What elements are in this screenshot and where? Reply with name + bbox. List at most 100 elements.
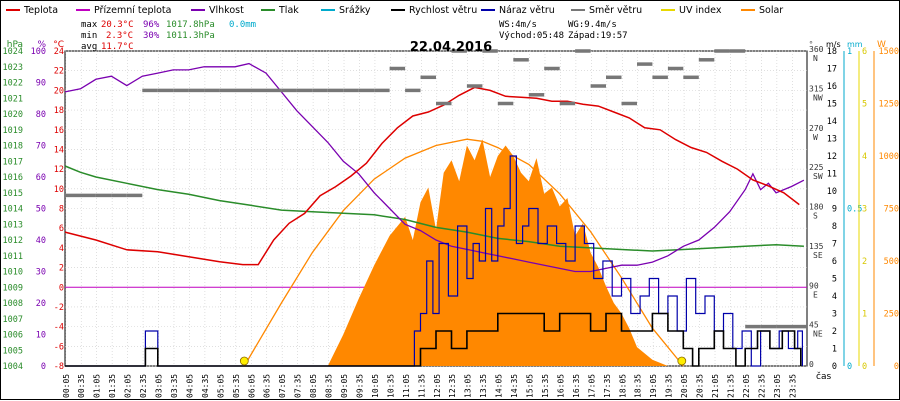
dir-axis-tick: 90 [809, 281, 819, 290]
stat-max-label: max [81, 20, 98, 30]
dir-axis-tick: 315 [809, 84, 824, 93]
solar-axis-tick: 250 [884, 310, 899, 320]
stat-max-temp: 20.3°C [101, 20, 134, 30]
wind-axis-tick: 14 [827, 117, 837, 127]
x-tick-label: 17:35 [603, 374, 612, 398]
hum-axis-tick: 100 [31, 47, 46, 57]
press-axis-tick: 1016 [3, 173, 23, 183]
stat-min-label: min [81, 31, 97, 41]
x-tick-label: 00:35 [77, 374, 86, 398]
x-tick-label: 08:35 [325, 374, 334, 398]
press-axis-tick: 1018 [3, 142, 23, 152]
x-tick-label: 18:35 [634, 374, 643, 398]
press-axis-tick: 1020 [3, 110, 23, 120]
wind-axis-tick: 4 [832, 292, 837, 302]
dir-axis-tick: 45 [809, 321, 819, 330]
x-tick-label: 09:35 [356, 374, 365, 398]
wind-axis-tick: 15 [827, 100, 837, 110]
wind-axis-tick: 0 [832, 362, 837, 372]
x-axis-unit: čas [816, 371, 831, 382]
x-tick-label: 15:05 [526, 374, 535, 398]
press-axis-tick: 1019 [3, 126, 23, 136]
temp-axis-tick: 16 [54, 126, 64, 136]
stat-min-hum: 30% [143, 31, 160, 41]
x-tick-label: 04:05 [185, 374, 194, 398]
press-axis-tick: 1011 [3, 252, 23, 262]
dir-axis-label: S [813, 212, 818, 221]
solar-axis-unit: W [877, 40, 886, 50]
stat-sunrise: Východ:05:48 [499, 31, 564, 41]
solar-axis-tick: 1250 [879, 100, 899, 110]
press-axis-tick: 1024 [3, 47, 23, 57]
chart-title: 22.04.2016 [410, 40, 492, 55]
dir-axis-tick: 270 [809, 124, 824, 133]
hum-axis-tick: 0 [41, 362, 46, 372]
x-tick-label: 00:05 [62, 374, 71, 398]
dir-axis-label: E [813, 290, 818, 299]
uv-axis-tick: 5 [862, 100, 867, 110]
temp-axis-tick: -4 [54, 323, 64, 333]
dir-axis-label: SW [813, 172, 823, 181]
press-axis-tick: 1023 [3, 63, 23, 73]
temp-axis-tick: 22 [54, 67, 64, 77]
temp-axis-tick: 0 [59, 283, 64, 293]
x-tick-label: 08:05 [309, 374, 318, 398]
axes: hPa1024102310221021102010191018101710161… [3, 40, 899, 398]
dir-axis-tick: 180 [809, 203, 824, 212]
temp-axis-tick: 2 [59, 264, 64, 274]
stat-ws: WS:4m/s [499, 20, 537, 30]
temp-axis-tick: 4 [59, 244, 64, 254]
rain-axis-tick: 1 [847, 47, 852, 57]
stat-sunset: Západ:19:57 [568, 31, 628, 41]
x-tick-label: 14:05 [495, 374, 504, 398]
rain-axis-tick: 0.5 [847, 205, 862, 215]
wind-axis-tick: 10 [827, 187, 837, 197]
stat-avg-label: avg [81, 42, 97, 52]
legend-label-4: Srážky [339, 5, 371, 16]
wind-axis-tick: 11 [827, 170, 837, 180]
solar-axis-tick: 1500 [879, 47, 899, 57]
hum-axis-unit: % [37, 40, 46, 50]
rain-axis-unit: mm [847, 40, 863, 49]
x-tick-label: 12:05 [433, 374, 442, 398]
wind-axis-tick: 16 [827, 82, 837, 92]
x-tick-label: 03:35 [170, 374, 179, 398]
temp-axis-tick: 6 [59, 224, 64, 234]
wind-axis-tick: 7 [832, 240, 837, 250]
x-tick-label: 17:05 [587, 374, 596, 398]
sunrise-marker [239, 356, 249, 366]
x-tick-label: 02:05 [124, 374, 133, 398]
x-tick-label: 20:05 [680, 374, 689, 398]
press-axis-tick: 1015 [3, 189, 23, 199]
wind-axis-tick: 1 [832, 345, 837, 355]
uv-axis-tick: 0 [862, 362, 867, 372]
legend-label-8: UV index [679, 5, 722, 16]
hum-axis-tick: 60 [36, 173, 46, 183]
wind-axis-tick: 8 [832, 222, 837, 232]
x-tick-label: 01:35 [108, 374, 117, 398]
x-tick-label: 13:35 [479, 374, 488, 398]
x-tick-label: 21:35 [727, 374, 736, 398]
wind-axis-tick: 13 [827, 135, 837, 145]
legend-label-7: Směr větru [589, 5, 642, 16]
press-axis-tick: 1010 [3, 268, 23, 278]
press-axis-tick: 1021 [3, 94, 23, 104]
press-axis-tick: 1005 [3, 346, 23, 356]
gust-line [65, 155, 803, 367]
dir-axis-tick: 0 [809, 360, 814, 369]
uv-axis-tick: 3 [862, 205, 867, 215]
stat-avg-temp: 11.7°C [101, 42, 134, 52]
x-tick-label: 05:05 [216, 374, 225, 398]
legend: Teplota Přízemní teplota Vlhkost Tlak Srážky… [6, 5, 783, 16]
temp-axis-unit: °C [53, 40, 64, 50]
hum-axis-tick: 80 [36, 110, 46, 120]
wind-axis-tick: 2 [832, 327, 837, 337]
press-axis-tick: 1013 [3, 220, 23, 230]
dir-axis-label: W [813, 133, 818, 142]
legend-label-3: Tlak [278, 5, 299, 16]
legend-label-5: Rychlost větru [409, 5, 477, 16]
hum-axis-tick: 20 [36, 299, 46, 309]
stats-panel: max 20.3°C 96% 1017.8hPa 0.0mm min 2.3°C 30% 101… [81, 20, 628, 52]
